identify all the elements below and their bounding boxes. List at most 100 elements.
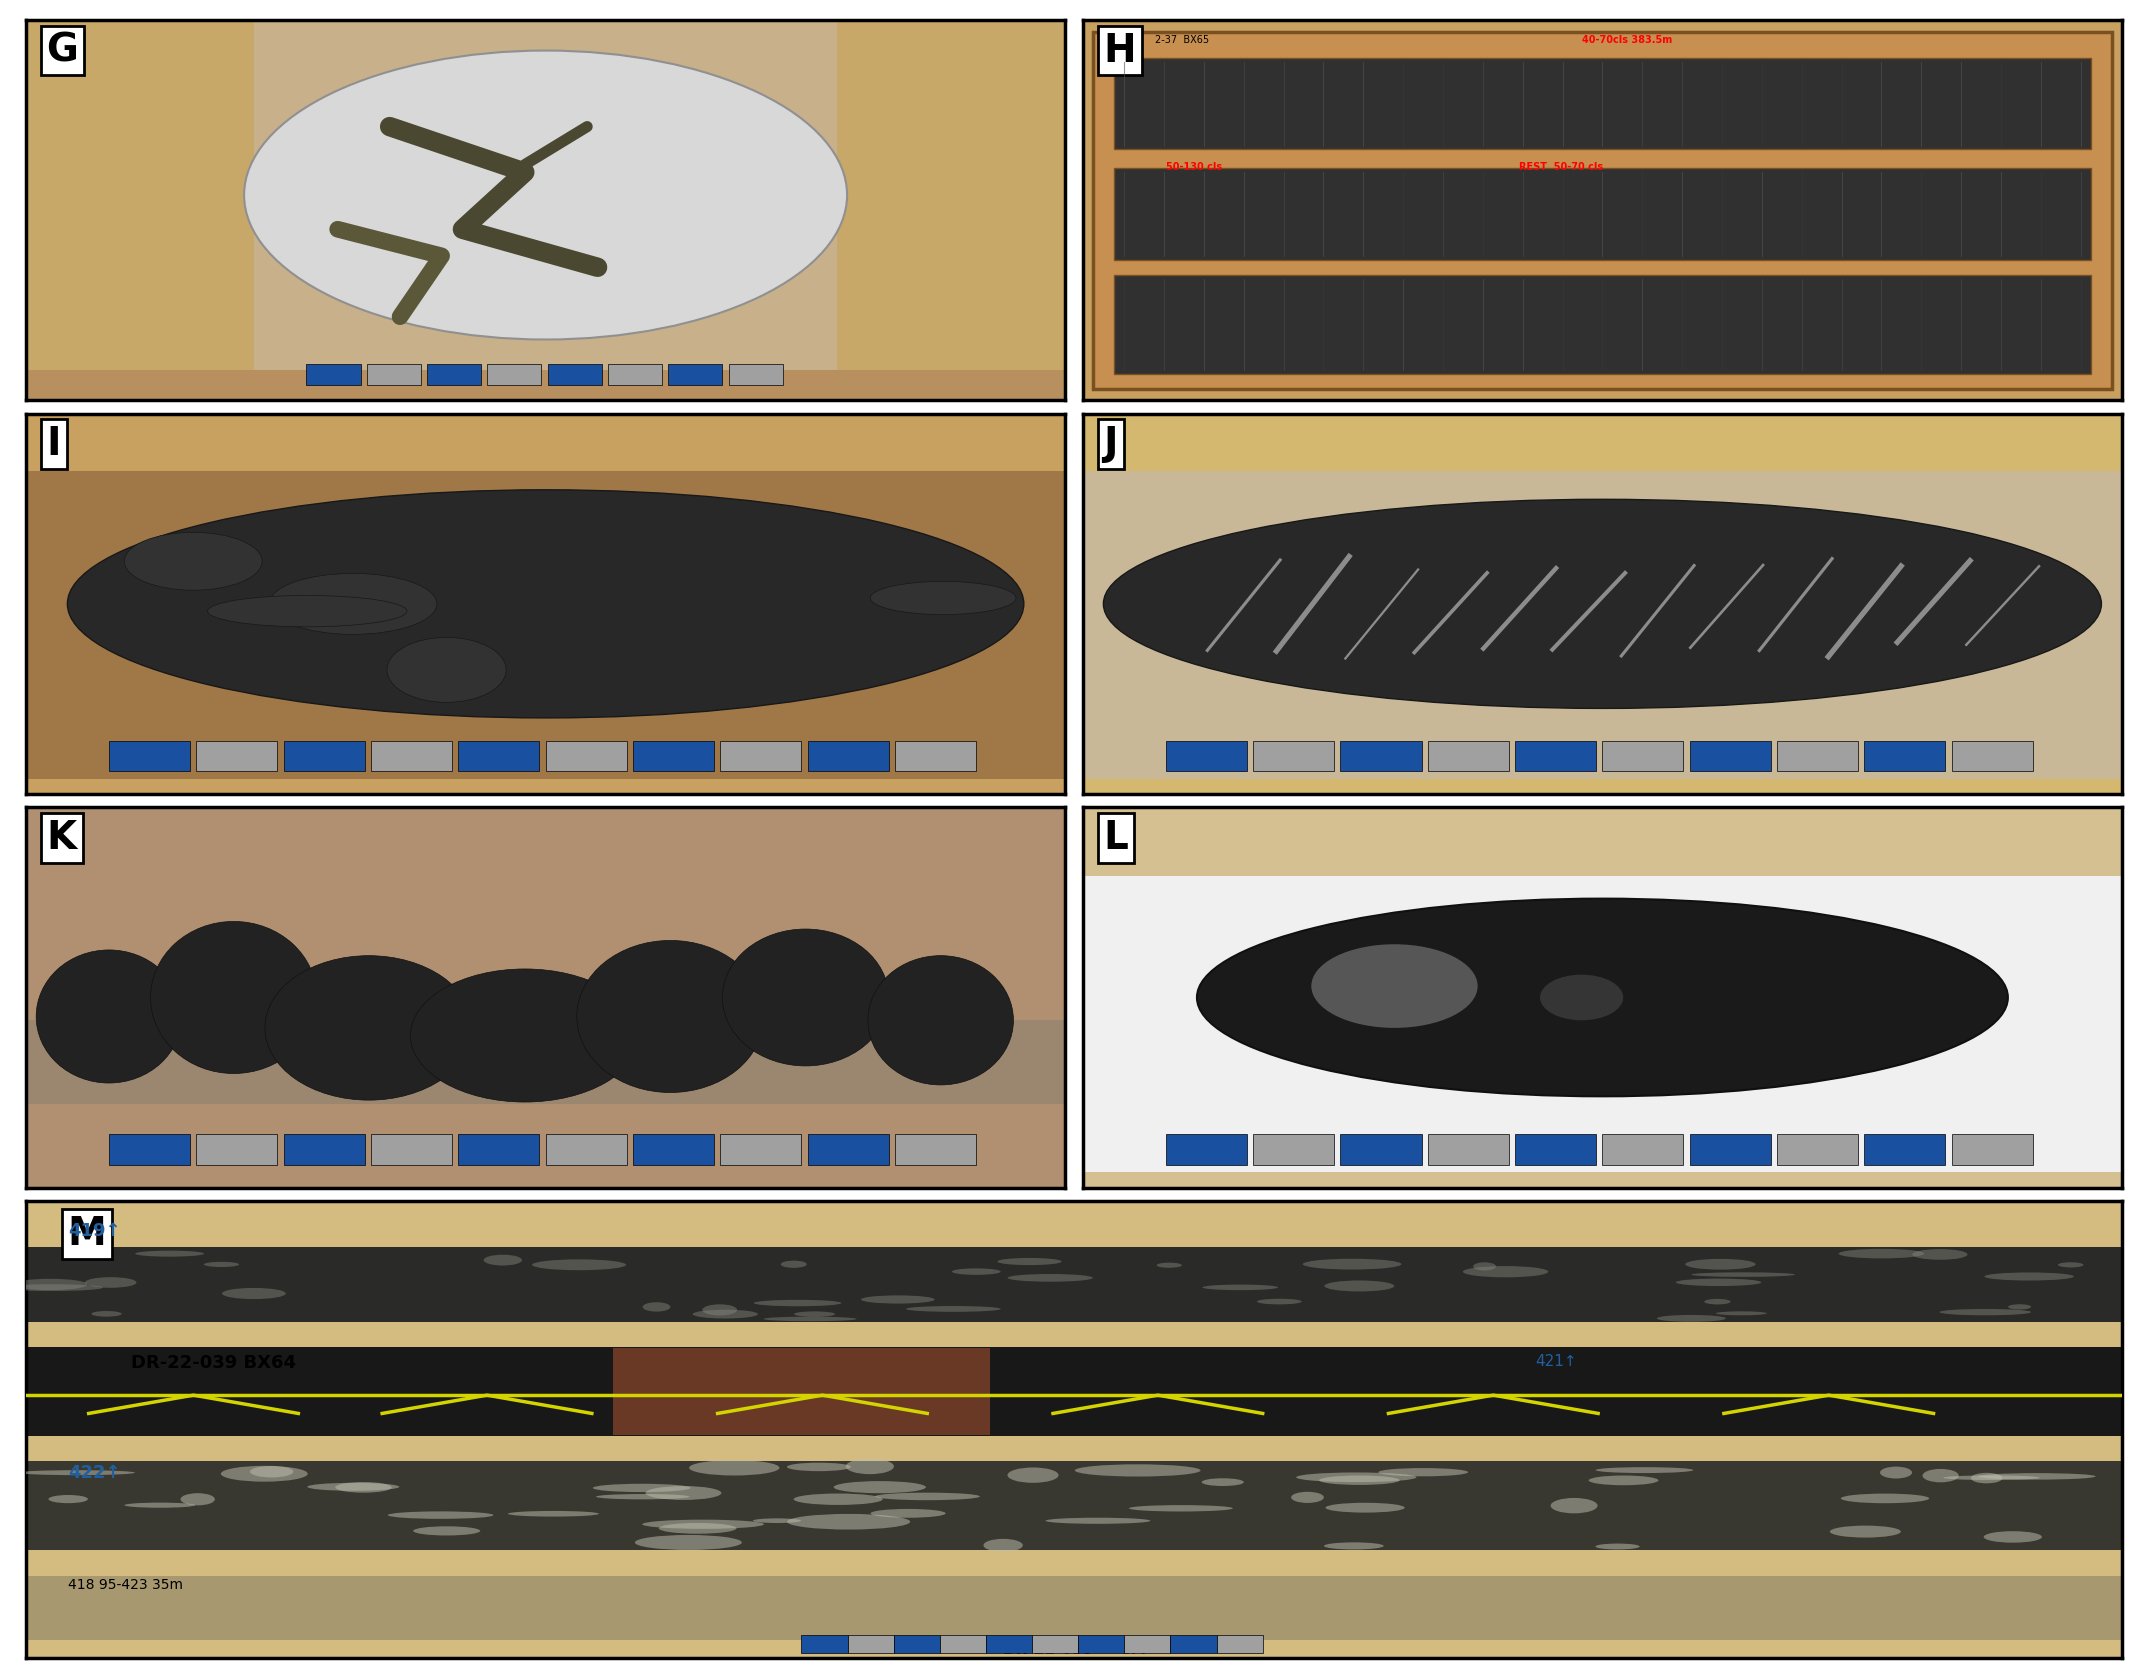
Bar <box>986 1634 1031 1653</box>
Ellipse shape <box>67 490 1025 718</box>
Bar <box>1514 740 1596 772</box>
Bar <box>26 1020 1065 1104</box>
Ellipse shape <box>861 1295 934 1304</box>
Ellipse shape <box>1912 1248 1968 1260</box>
Bar <box>1083 1173 2122 1188</box>
Bar <box>1776 1134 1858 1165</box>
Ellipse shape <box>1257 1299 1302 1304</box>
Ellipse shape <box>1839 1248 1925 1258</box>
Ellipse shape <box>997 1258 1061 1265</box>
Bar <box>808 740 889 772</box>
Bar <box>26 1639 2122 1658</box>
Bar <box>307 364 361 386</box>
Bar <box>608 364 662 386</box>
Bar <box>1776 740 1858 772</box>
Ellipse shape <box>245 50 846 339</box>
Ellipse shape <box>389 1512 494 1519</box>
Ellipse shape <box>1686 1258 1755 1270</box>
Ellipse shape <box>13 1279 88 1290</box>
Bar <box>195 740 277 772</box>
Ellipse shape <box>1880 1467 1912 1478</box>
Ellipse shape <box>793 1493 883 1505</box>
Ellipse shape <box>268 574 436 634</box>
Bar <box>896 740 975 772</box>
Bar <box>26 779 1065 794</box>
Ellipse shape <box>1196 899 2008 1096</box>
Bar <box>548 364 601 386</box>
Ellipse shape <box>1203 1285 1278 1290</box>
Ellipse shape <box>483 1255 522 1265</box>
Ellipse shape <box>387 638 507 703</box>
Bar <box>26 1462 2122 1550</box>
Bar <box>458 1134 539 1165</box>
Bar <box>372 1134 451 1165</box>
Bar <box>1953 1134 2032 1165</box>
Bar <box>1166 1134 1246 1165</box>
Bar <box>728 364 782 386</box>
Ellipse shape <box>595 1493 690 1500</box>
Ellipse shape <box>870 1509 945 1519</box>
Ellipse shape <box>690 1460 780 1475</box>
Bar <box>1083 779 2122 794</box>
Ellipse shape <box>264 956 473 1101</box>
Ellipse shape <box>906 1305 1001 1312</box>
Ellipse shape <box>952 1269 1001 1275</box>
Bar <box>1115 59 2090 149</box>
Ellipse shape <box>868 956 1014 1086</box>
Ellipse shape <box>1656 1316 1725 1322</box>
Bar <box>26 1347 2122 1436</box>
Ellipse shape <box>692 1311 758 1319</box>
Ellipse shape <box>2058 1262 2084 1267</box>
Bar <box>941 1634 986 1653</box>
Ellipse shape <box>1325 1280 1394 1292</box>
Bar <box>284 1134 365 1165</box>
Bar <box>1083 807 2122 876</box>
Bar <box>801 1634 848 1653</box>
Ellipse shape <box>1596 1467 1693 1473</box>
Ellipse shape <box>786 1514 911 1530</box>
Bar <box>848 1634 894 1653</box>
Ellipse shape <box>49 1495 88 1503</box>
Ellipse shape <box>1201 1478 1244 1487</box>
Bar <box>110 740 189 772</box>
Bar <box>26 1550 2122 1576</box>
Ellipse shape <box>1940 1309 2032 1316</box>
Ellipse shape <box>307 1483 400 1490</box>
Ellipse shape <box>593 1483 690 1492</box>
Text: 50-130 cls: 50-130 cls <box>1166 163 1222 173</box>
Ellipse shape <box>221 1467 307 1482</box>
Bar <box>1031 1634 1078 1653</box>
Bar <box>1514 1134 1596 1165</box>
Text: G: G <box>47 32 79 69</box>
Ellipse shape <box>763 1317 857 1321</box>
Bar <box>1340 1134 1422 1165</box>
Ellipse shape <box>833 1482 926 1493</box>
Ellipse shape <box>37 950 183 1082</box>
Ellipse shape <box>1978 1473 2096 1480</box>
Text: 418 95-423 35m: 418 95-423 35m <box>69 1577 183 1592</box>
Ellipse shape <box>722 930 889 1066</box>
Ellipse shape <box>870 581 1016 614</box>
Ellipse shape <box>2008 1304 2032 1309</box>
Ellipse shape <box>335 1482 391 1493</box>
Ellipse shape <box>1007 1468 1059 1483</box>
Text: H: H <box>1104 32 1136 69</box>
Bar <box>458 740 539 772</box>
Bar <box>1171 1634 1216 1653</box>
Text: M: M <box>69 1215 107 1253</box>
Text: REST  50-70 cls: REST 50-70 cls <box>1519 163 1602 173</box>
Ellipse shape <box>92 1311 122 1317</box>
Bar <box>1166 740 1246 772</box>
Bar <box>1115 275 2090 374</box>
Bar <box>720 1134 801 1165</box>
Ellipse shape <box>1104 500 2101 708</box>
Ellipse shape <box>1985 1532 2043 1542</box>
Bar <box>1123 1634 1171 1653</box>
Ellipse shape <box>1310 945 1478 1029</box>
Ellipse shape <box>204 1262 238 1267</box>
Text: I: I <box>47 425 60 463</box>
Ellipse shape <box>1675 1279 1761 1285</box>
Bar <box>1252 740 1334 772</box>
Bar <box>838 20 1065 401</box>
Text: 2-37  BX65: 2-37 BX65 <box>1156 35 1209 45</box>
